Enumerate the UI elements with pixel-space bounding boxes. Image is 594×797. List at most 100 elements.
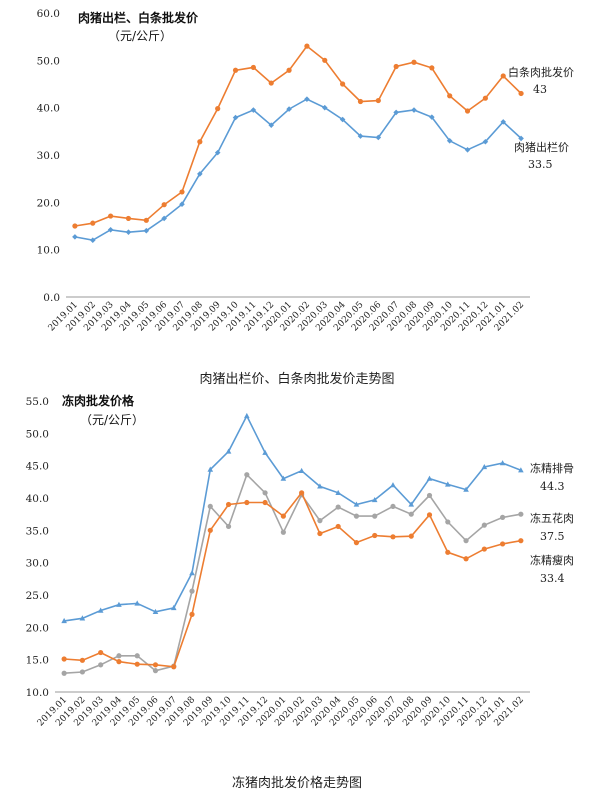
c2-series-0-point xyxy=(134,600,141,606)
c2-series-1-point xyxy=(353,513,360,519)
chart2-series-1-name: 冻五花肉 xyxy=(530,511,574,525)
c2-series-0-point xyxy=(244,412,250,419)
chart1-series-1-name: 肉猪出栏价 xyxy=(514,140,569,154)
c1-series-0-point xyxy=(375,97,381,104)
c1-series-0-point xyxy=(357,98,364,105)
c2-series-0-point xyxy=(353,501,360,507)
c2-series-2-point xyxy=(463,556,469,562)
c2-series-1-point xyxy=(207,503,213,510)
c2-series-1-point xyxy=(116,653,122,659)
c2-series-2-point xyxy=(335,523,341,530)
c1-series-1-point xyxy=(339,116,346,123)
c1-series-1-line xyxy=(74,98,522,242)
c2-series-0-point xyxy=(481,463,488,470)
c2-series-0-point xyxy=(207,466,214,472)
c2-series-0-point xyxy=(280,475,287,481)
c1-series-1-point xyxy=(286,106,292,112)
c2-series-0-point xyxy=(463,486,469,492)
chart2-x-axis: 2019.012019.022019.032019.042019.052019.… xyxy=(36,691,530,728)
c2-y-tick-label: 55.0 xyxy=(26,396,49,408)
c2-series-0-point xyxy=(170,604,177,611)
c2-series-2-point xyxy=(299,490,305,496)
chart1-x-axis: 2019.012019.022019.032019.042019.052019.… xyxy=(47,296,530,333)
c2-y-tick-label: 25.0 xyxy=(26,590,49,602)
c1-series-1-point xyxy=(500,119,507,125)
c1-series-1-point xyxy=(125,229,132,235)
c2-series-0-point xyxy=(426,475,433,481)
c1-series-1-point xyxy=(89,237,96,243)
c2-y-tick-label: 30.0 xyxy=(26,558,49,570)
c1-series-0-point xyxy=(411,59,417,65)
c1-series-1-point xyxy=(143,227,150,234)
c1-series-0-point xyxy=(125,215,132,222)
chart2-caption: 冻猪肉批发价格走势图 xyxy=(231,776,362,791)
chart1-series-0-end-label: 43 xyxy=(533,83,547,96)
c2-y-tick-label: 40.0 xyxy=(26,493,49,505)
c2-series-2-point xyxy=(225,501,232,508)
c2-series-1-point xyxy=(189,588,195,594)
c2-series-0-point xyxy=(79,615,86,621)
c1-y-tick-label: 20.0 xyxy=(37,197,60,209)
c2-series-2-point xyxy=(445,549,451,555)
c2-series-1-point xyxy=(499,514,506,520)
c2-series-2-point xyxy=(280,513,286,519)
c1-series-0-point xyxy=(197,139,203,145)
c1-series-1-point xyxy=(161,215,167,222)
c1-series-0-point xyxy=(340,81,346,87)
c1-series-0-point xyxy=(286,67,292,73)
chart2-series-1-end-label: 37.5 xyxy=(540,530,565,543)
c2-series-0-point xyxy=(371,496,378,503)
c2-series-1-point xyxy=(134,653,140,659)
c1-series-0-point xyxy=(447,93,453,99)
c1-y-tick-label: 60.0 xyxy=(37,8,60,20)
c2-series-0-point xyxy=(298,467,305,474)
c2-series-0-point xyxy=(518,467,524,473)
c2-y-tick-label: 35.0 xyxy=(26,525,49,537)
c1-series-0-point xyxy=(72,223,78,229)
c1-series-1-point xyxy=(268,122,275,128)
c2-series-1-line xyxy=(64,473,522,674)
c1-series-0-point xyxy=(268,80,274,86)
c2-series-0-point xyxy=(335,489,341,496)
c1-series-0-point xyxy=(143,217,149,223)
chart2-series-2-name: 冻精瘦肉 xyxy=(530,553,574,567)
chart1-series-0-name: 白条肉批发价 xyxy=(508,65,574,79)
c1-y-tick-label: 10.0 xyxy=(37,245,60,257)
c2-series-2-point xyxy=(207,527,213,533)
c1-series-0-point xyxy=(482,95,488,101)
c2-series-1-point xyxy=(225,523,232,530)
c2-series-2-point xyxy=(518,538,524,544)
c2-series-0-point xyxy=(97,607,104,613)
c2-series-2-point xyxy=(372,532,378,539)
c2-series-1-point xyxy=(445,519,451,525)
c1-series-0-point xyxy=(108,213,114,219)
c1-series-1-point xyxy=(232,114,239,121)
c2-series-2-point xyxy=(61,656,67,662)
c2-series-0-point xyxy=(444,481,451,487)
chart1-title: 肉猪出栏、白条批发价 xyxy=(78,10,199,25)
c1-series-0-point xyxy=(232,67,239,73)
chart1-unit: （元/公斤） xyxy=(108,29,172,43)
c2-y-tick-label: 20.0 xyxy=(26,622,49,634)
c1-series-0-point xyxy=(161,202,167,208)
chart2-unit: （元/公斤） xyxy=(80,413,144,427)
c1-series-0-point xyxy=(322,57,328,63)
c1-series-1-point xyxy=(304,96,310,102)
c2-series-1-point xyxy=(317,518,323,524)
chart2-series-0-end-label: 44.3 xyxy=(540,480,565,493)
c2-series-2-point xyxy=(152,662,159,668)
c2-y-tick-label: 15.0 xyxy=(26,655,49,667)
c1-series-1-point xyxy=(179,201,185,208)
c1-series-0-point xyxy=(250,64,256,71)
c2-series-1-point xyxy=(262,490,268,496)
c2-series-1-point xyxy=(280,529,286,535)
c2-series-2-point xyxy=(426,512,433,518)
c2-series-0-line xyxy=(63,414,522,622)
chart1-y-axis: 0.0 10.0 20.0 30.0 40.0 50.0 60.0 xyxy=(37,8,60,304)
c1-series-0-point xyxy=(518,90,524,97)
chart2-y-axis: 10.0 15.0 20.0 25.0 30.0 35.0 40.0 45.0 50.0 55.0 xyxy=(26,396,49,699)
c2-series-0-point xyxy=(262,449,268,455)
c2-series-1-point xyxy=(518,511,524,517)
c1-series-1-point xyxy=(429,114,435,120)
c2-series-2-point xyxy=(79,657,86,663)
